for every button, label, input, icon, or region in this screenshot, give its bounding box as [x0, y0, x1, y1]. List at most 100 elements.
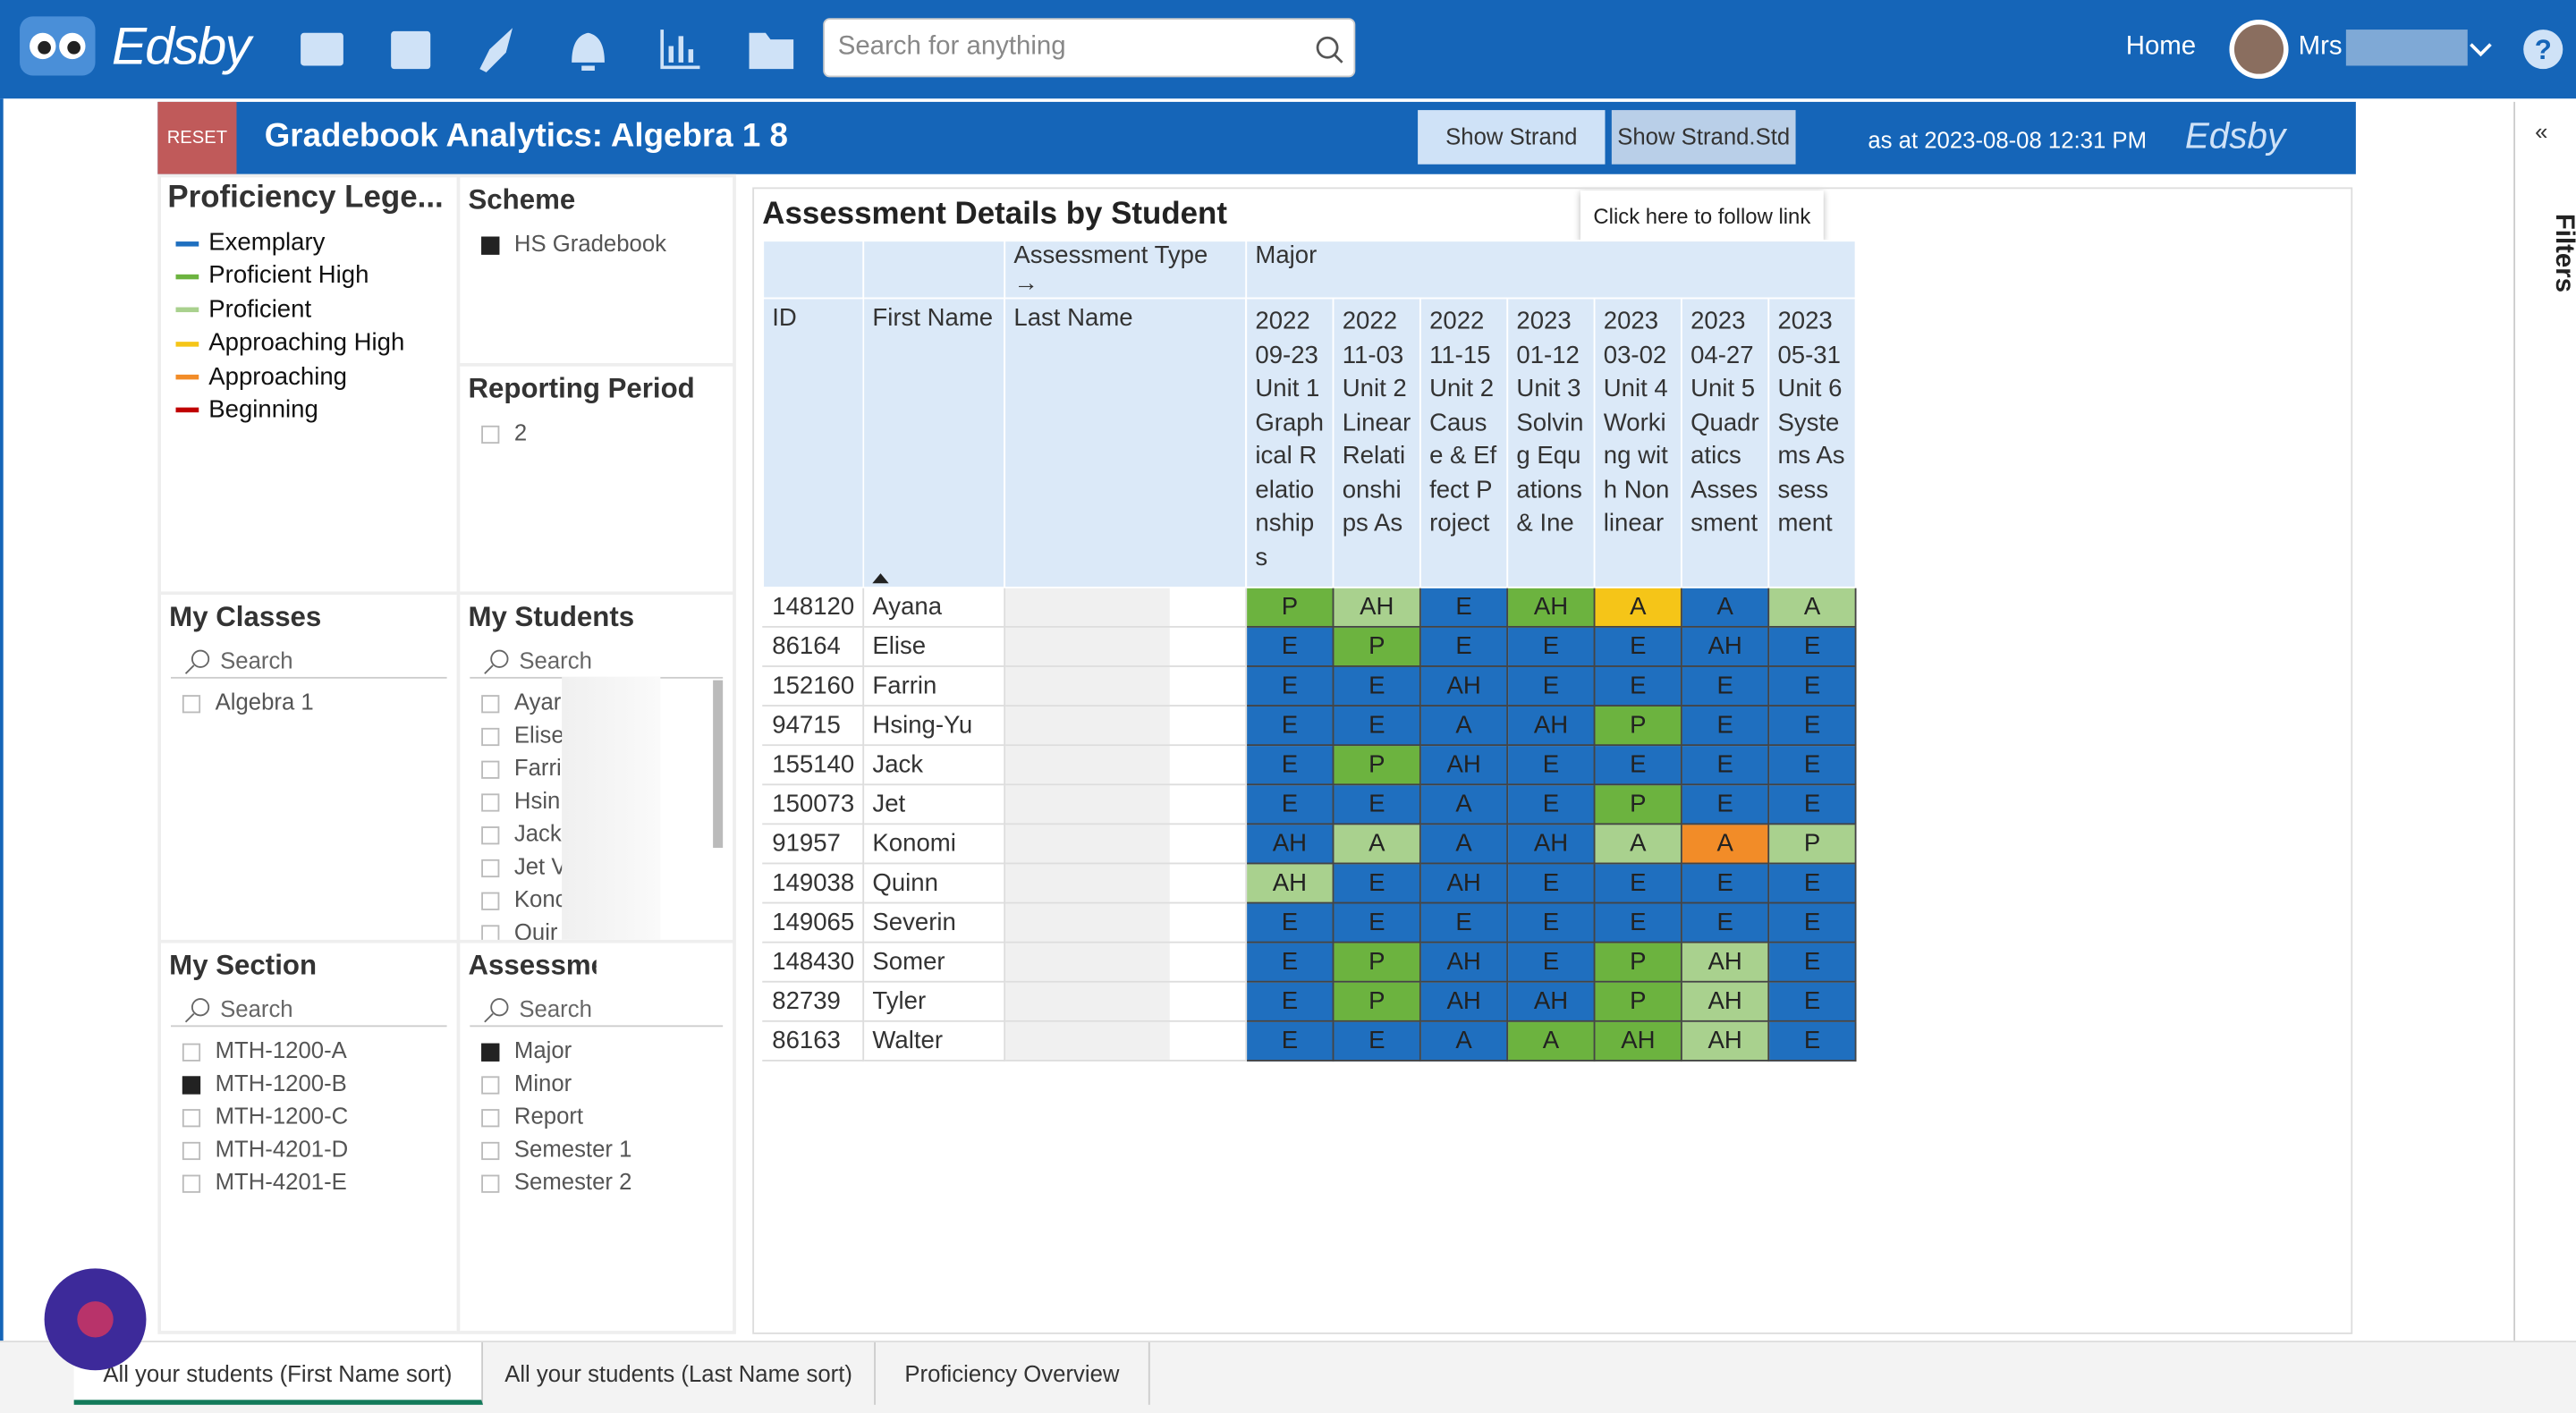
folder-icon[interactable]	[749, 32, 794, 70]
analytics-icon[interactable]	[660, 30, 700, 70]
blur	[1005, 746, 1170, 784]
show-strand-button[interactable]: Show Strand	[1418, 110, 1606, 165]
checkbox[interactable]	[481, 1043, 500, 1062]
student-row: 149065 Severin E E E E E E E	[762, 901, 1857, 943]
assessment-header[interactable]: 2022 09-23 Unit 1 Graphical Relationship…	[1245, 297, 1335, 588]
tab[interactable]: All your students (First Name sort)	[73, 1342, 483, 1405]
filter-item[interactable]: Hsin	[460, 783, 733, 816]
tab[interactable]: All your students (Last Name sort)	[483, 1342, 876, 1405]
checkbox[interactable]	[481, 425, 500, 444]
item-label: Konc	[513, 885, 567, 912]
checkbox[interactable]	[182, 1043, 201, 1062]
filter-item[interactable]: Major	[460, 1034, 733, 1067]
chat-button[interactable]	[43, 1266, 148, 1372]
assessment-header[interactable]: 2023 03-02 Unit 4 Working with Nonlinear	[1593, 297, 1682, 588]
checkbox[interactable]	[481, 825, 500, 844]
checkbox[interactable]	[481, 1141, 500, 1160]
filter-item[interactable]: Farri	[460, 751, 733, 784]
grade-cell: E	[1506, 862, 1596, 904]
grade-cell: E	[1245, 705, 1335, 747]
filter-item[interactable]: MTH-4201-E	[161, 1165, 457, 1198]
assessment-header[interactable]: 2022 11-15 Unit 2 Cause & Effect Project	[1419, 297, 1509, 588]
home-link[interactable]: Home	[2125, 32, 2197, 61]
blur	[1005, 588, 1170, 626]
grade-cell: AH	[1245, 823, 1335, 865]
grade-cell: A	[1767, 586, 1857, 628]
checkbox[interactable]	[481, 760, 500, 779]
filter-item[interactable]: Jack	[460, 816, 733, 850]
assessment-header[interactable]: 2023 04-27 Unit 5 Quadratics Assessment	[1681, 297, 1770, 588]
filter-item[interactable]: MTH-1200-B	[161, 1066, 457, 1099]
filter-item[interactable]: Report	[460, 1099, 733, 1132]
filter-item[interactable]: Semester 1	[460, 1132, 733, 1165]
bell-icon[interactable]	[572, 32, 605, 72]
search-field[interactable]: Search	[470, 644, 724, 679]
filter-item[interactable]: HS Gradebook	[460, 227, 733, 260]
checkbox[interactable]	[481, 236, 500, 255]
tab[interactable]: Proficiency Overview	[876, 1342, 1150, 1405]
filter-item[interactable]: Semester 2	[460, 1165, 733, 1198]
mail-icon[interactable]	[301, 32, 343, 66]
filter-item[interactable]: MTH-1200-A	[161, 1034, 457, 1067]
calendar-icon[interactable]	[391, 30, 431, 70]
checkbox[interactable]	[182, 1075, 201, 1095]
assessment-header[interactable]: 2023 01-12 Unit 3 Solving Equations & In…	[1506, 297, 1596, 588]
filter-item[interactable]: 2	[460, 416, 733, 449]
last-name-redacted	[1004, 901, 1248, 943]
column-header[interactable]: Last Name	[1004, 297, 1248, 588]
grade-cell: E	[1506, 901, 1596, 943]
assessment-header[interactable]: 2023 05-31 Unit 6 Systems Assessment	[1767, 297, 1857, 588]
filter-item[interactable]: Jet V	[460, 850, 733, 883]
checkbox[interactable]	[481, 694, 500, 713]
column-header[interactable]: First Name	[862, 297, 1006, 588]
search-placeholder: Search	[220, 647, 293, 674]
legend-label: Proficient	[208, 295, 312, 324]
checkbox[interactable]	[182, 1108, 201, 1127]
filters-label[interactable]: Filters	[2549, 213, 2576, 293]
grade-cell: E	[1332, 783, 1421, 825]
checkbox[interactable]	[182, 694, 201, 713]
grade-cell: E	[1767, 1020, 1857, 1062]
show-strand-std-button[interactable]: Show Strand.Std	[1611, 110, 1796, 165]
filter-item[interactable]: Quir	[460, 915, 733, 940]
grade-cell: E	[1681, 705, 1770, 747]
checkbox[interactable]	[481, 924, 500, 940]
student-id: 152160	[762, 665, 865, 707]
filter-item[interactable]: Minor	[460, 1066, 733, 1099]
collapse-icon[interactable]: «	[2535, 118, 2548, 145]
user-menu-caret[interactable]	[2468, 36, 2494, 62]
assessment-header[interactable]: 2022 11-03 Unit 2 Linear Relationships A…	[1332, 297, 1421, 588]
rocket-icon[interactable]	[479, 28, 513, 72]
last-name-redacted	[1004, 586, 1248, 628]
filter-item[interactable]: Algebra 1	[161, 685, 457, 718]
checkbox[interactable]	[182, 1141, 201, 1160]
search-box[interactable]: Search for anything	[823, 18, 1356, 78]
checkbox[interactable]	[481, 727, 500, 746]
filter-item[interactable]: Elise	[460, 718, 733, 751]
search-field[interactable]: Search	[171, 993, 447, 1028]
search-field[interactable]: Search	[171, 644, 447, 679]
checkbox[interactable]	[481, 892, 500, 910]
filter-item[interactable]: MTH-4201-D	[161, 1132, 457, 1165]
header-logo: Edsby	[2184, 114, 2286, 157]
filter-item[interactable]: MTH-1200-C	[161, 1099, 457, 1132]
filter-item[interactable]: Ayar	[460, 685, 733, 718]
legend-label: Approaching High	[208, 328, 405, 357]
search-field[interactable]: Search	[470, 993, 724, 1028]
table-panel: Assessment Details by Student Assessment…	[752, 187, 2353, 1334]
avatar[interactable]	[2228, 18, 2291, 80]
filter-item[interactable]: Konc	[460, 883, 733, 916]
checkbox[interactable]	[481, 1075, 500, 1095]
help-icon[interactable]: ?	[2521, 26, 2566, 72]
blur	[1005, 982, 1170, 1020]
checkbox[interactable]	[481, 1174, 500, 1193]
grade-cell: E	[1767, 862, 1857, 904]
checkbox[interactable]	[481, 1108, 500, 1127]
checkbox[interactable]	[182, 1174, 201, 1193]
column-header[interactable]: ID	[762, 297, 865, 588]
reset-button[interactable]: RESET	[157, 101, 237, 174]
user-name[interactable]: Mrs	[2298, 32, 2343, 61]
checkbox[interactable]	[481, 792, 500, 812]
grade-cell: E	[1332, 705, 1421, 747]
checkbox[interactable]	[481, 859, 500, 877]
